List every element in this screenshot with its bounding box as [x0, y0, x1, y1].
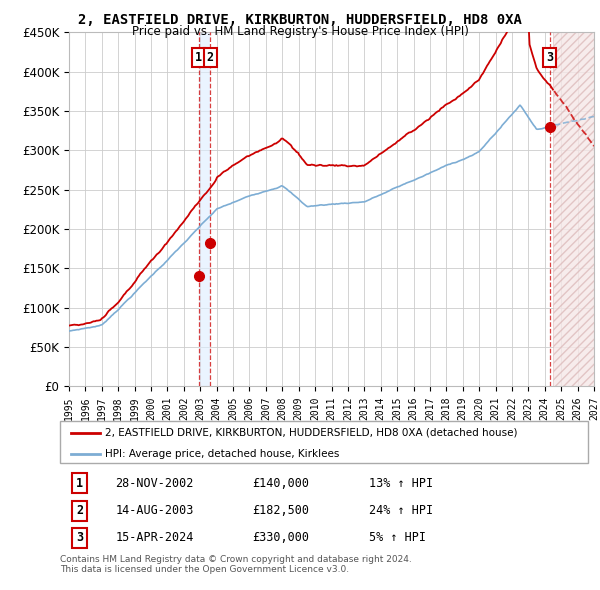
Text: 5% ↑ HPI: 5% ↑ HPI [369, 532, 426, 545]
Text: 3: 3 [546, 51, 553, 64]
Text: 15-APR-2024: 15-APR-2024 [115, 532, 194, 545]
Text: £182,500: £182,500 [253, 504, 310, 517]
Text: 13% ↑ HPI: 13% ↑ HPI [369, 477, 433, 490]
Text: 3: 3 [76, 532, 83, 545]
Text: Contains HM Land Registry data © Crown copyright and database right 2024.: Contains HM Land Registry data © Crown c… [60, 555, 412, 563]
Text: £330,000: £330,000 [253, 532, 310, 545]
Text: 14-AUG-2003: 14-AUG-2003 [115, 504, 194, 517]
Text: 1: 1 [76, 477, 83, 490]
Text: Price paid vs. HM Land Registry's House Price Index (HPI): Price paid vs. HM Land Registry's House … [131, 25, 469, 38]
Text: £140,000: £140,000 [253, 477, 310, 490]
Bar [553, 32, 594, 386]
Bar [199, 32, 211, 386]
Text: 1: 1 [195, 51, 202, 64]
Text: 28-NOV-2002: 28-NOV-2002 [115, 477, 194, 490]
Text: 2, EASTFIELD DRIVE, KIRKBURTON, HUDDERSFIELD, HD8 0XA: 2, EASTFIELD DRIVE, KIRKBURTON, HUDDERSF… [78, 13, 522, 27]
Text: 24% ↑ HPI: 24% ↑ HPI [369, 504, 433, 517]
Text: HPI: Average price, detached house, Kirklees: HPI: Average price, detached house, Kirk… [105, 449, 339, 459]
Text: 2: 2 [76, 504, 83, 517]
FancyBboxPatch shape [60, 421, 588, 463]
Text: 2: 2 [207, 51, 214, 64]
Text: This data is licensed under the Open Government Licence v3.0.: This data is licensed under the Open Gov… [60, 565, 349, 573]
Text: 2, EASTFIELD DRIVE, KIRKBURTON, HUDDERSFIELD, HD8 0XA (detached house): 2, EASTFIELD DRIVE, KIRKBURTON, HUDDERSF… [105, 428, 517, 438]
